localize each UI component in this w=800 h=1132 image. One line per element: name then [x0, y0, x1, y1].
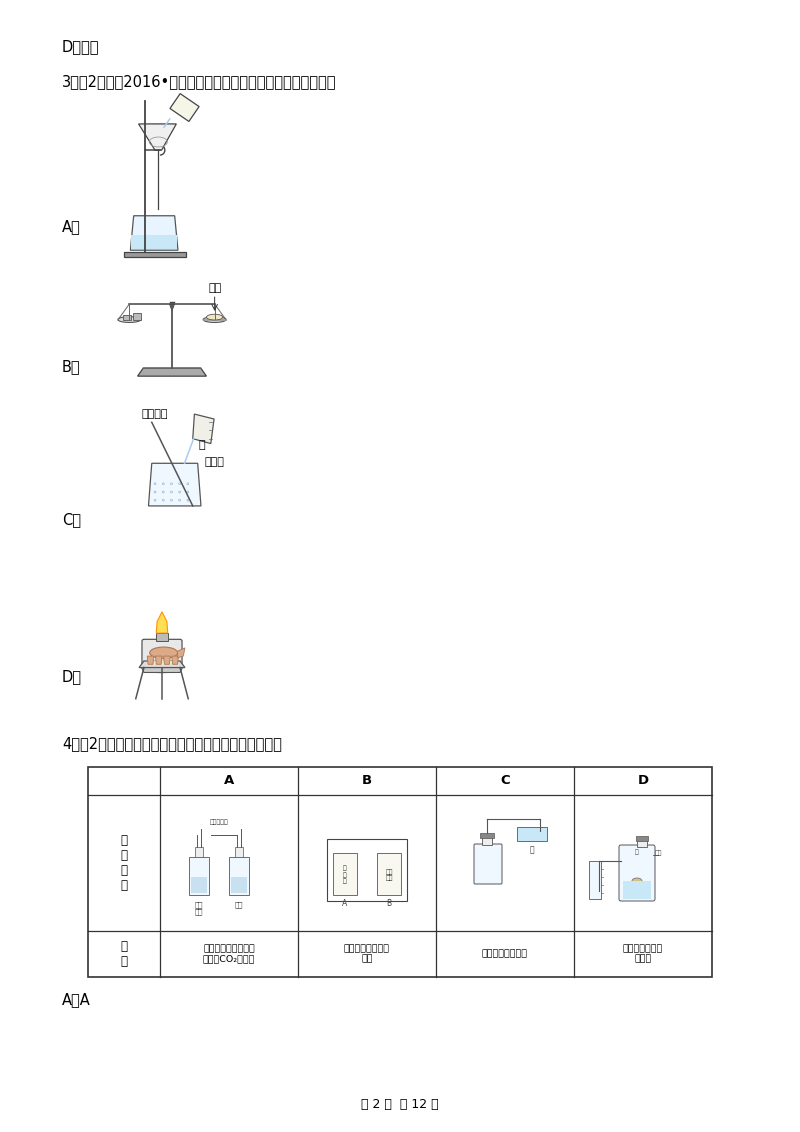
- Text: 水: 水: [198, 440, 205, 451]
- Text: 证明呼出气体比吸入
空气的CO₂含量多: 证明呼出气体比吸入 空气的CO₂含量多: [203, 944, 255, 963]
- Polygon shape: [138, 368, 206, 376]
- FancyBboxPatch shape: [203, 319, 226, 320]
- FancyBboxPatch shape: [517, 827, 547, 841]
- FancyBboxPatch shape: [195, 847, 203, 857]
- Polygon shape: [138, 123, 176, 151]
- Polygon shape: [139, 661, 185, 668]
- Text: 检查装置的气密性: 检查装置的气密性: [482, 950, 528, 959]
- Ellipse shape: [118, 317, 141, 323]
- Polygon shape: [170, 305, 174, 310]
- Text: B．: B．: [62, 360, 81, 375]
- FancyBboxPatch shape: [636, 837, 648, 841]
- Text: 不断搅拌: 不断搅拌: [142, 409, 169, 419]
- Ellipse shape: [150, 648, 178, 659]
- Text: 食盐: 食盐: [208, 283, 222, 292]
- Text: 第 2 页  共 12 页: 第 2 页 共 12 页: [361, 1098, 439, 1110]
- Text: A: A: [224, 774, 234, 788]
- Text: 目
的: 目 的: [121, 940, 127, 968]
- FancyBboxPatch shape: [377, 854, 401, 895]
- Polygon shape: [130, 216, 178, 250]
- Text: 氧气: 氧气: [655, 850, 662, 856]
- Text: 酚酞
溶液: 酚酞 溶液: [386, 869, 393, 881]
- Text: B: B: [386, 899, 391, 908]
- FancyBboxPatch shape: [124, 251, 186, 257]
- Text: D．氧气: D．氧气: [62, 40, 99, 54]
- Polygon shape: [193, 414, 214, 444]
- FancyBboxPatch shape: [156, 633, 168, 642]
- Text: 磷: 磷: [635, 849, 639, 860]
- Text: 浓
氨
水: 浓 氨 水: [343, 866, 347, 884]
- FancyBboxPatch shape: [480, 833, 494, 838]
- FancyBboxPatch shape: [589, 861, 601, 899]
- Polygon shape: [170, 94, 199, 121]
- FancyBboxPatch shape: [133, 314, 141, 319]
- Ellipse shape: [632, 878, 642, 884]
- FancyBboxPatch shape: [333, 854, 357, 895]
- Text: 测定空气中氧气
的含量: 测定空气中氧气 的含量: [623, 944, 663, 963]
- Text: 水: 水: [530, 844, 534, 854]
- FancyBboxPatch shape: [482, 835, 492, 844]
- FancyBboxPatch shape: [619, 844, 655, 901]
- Text: D: D: [638, 774, 649, 788]
- FancyBboxPatch shape: [88, 767, 712, 977]
- Text: 浓硫酸: 浓硫酸: [204, 456, 224, 466]
- Text: B: B: [362, 774, 372, 788]
- Text: 实
验
方
案: 实 验 方 案: [121, 834, 127, 892]
- Text: 证明氨分子在不断
运动: 证明氨分子在不断 运动: [344, 944, 390, 963]
- FancyBboxPatch shape: [231, 877, 247, 893]
- Ellipse shape: [143, 662, 181, 672]
- Polygon shape: [164, 657, 170, 664]
- FancyBboxPatch shape: [191, 877, 207, 893]
- Text: C．: C．: [62, 513, 81, 528]
- Polygon shape: [149, 463, 201, 506]
- Text: 呼出
气体: 呼出 气体: [194, 901, 203, 915]
- Polygon shape: [131, 234, 177, 249]
- FancyBboxPatch shape: [229, 857, 249, 895]
- Polygon shape: [147, 657, 154, 664]
- Text: A．A: A．A: [62, 993, 90, 1007]
- Text: 空气: 空气: [234, 901, 243, 908]
- Ellipse shape: [146, 660, 178, 666]
- Polygon shape: [172, 657, 178, 664]
- FancyBboxPatch shape: [142, 640, 182, 668]
- Text: 3．（2分）（2016•太原一模）下列实验操作正确的是（　　）: 3．（2分）（2016•太原一模）下列实验操作正确的是（ ）: [62, 75, 337, 89]
- FancyBboxPatch shape: [189, 857, 209, 895]
- FancyBboxPatch shape: [474, 844, 502, 884]
- Ellipse shape: [203, 317, 226, 323]
- Text: 4．（2分）下列实验方案不能达到相应目的是（　　）: 4．（2分）下列实验方案不能达到相应目的是（ ）: [62, 737, 282, 752]
- FancyBboxPatch shape: [623, 881, 651, 899]
- FancyBboxPatch shape: [637, 837, 647, 847]
- Text: D．: D．: [62, 669, 82, 685]
- Text: C: C: [500, 774, 510, 788]
- Text: A: A: [342, 899, 348, 908]
- Polygon shape: [155, 657, 162, 664]
- Ellipse shape: [206, 315, 223, 320]
- Text: A．: A．: [62, 220, 81, 234]
- Polygon shape: [178, 648, 185, 658]
- Text: 澄清石灰水: 澄清石灰水: [210, 820, 228, 825]
- Polygon shape: [141, 666, 183, 672]
- FancyBboxPatch shape: [123, 316, 131, 319]
- FancyBboxPatch shape: [235, 847, 243, 857]
- Polygon shape: [156, 611, 168, 633]
